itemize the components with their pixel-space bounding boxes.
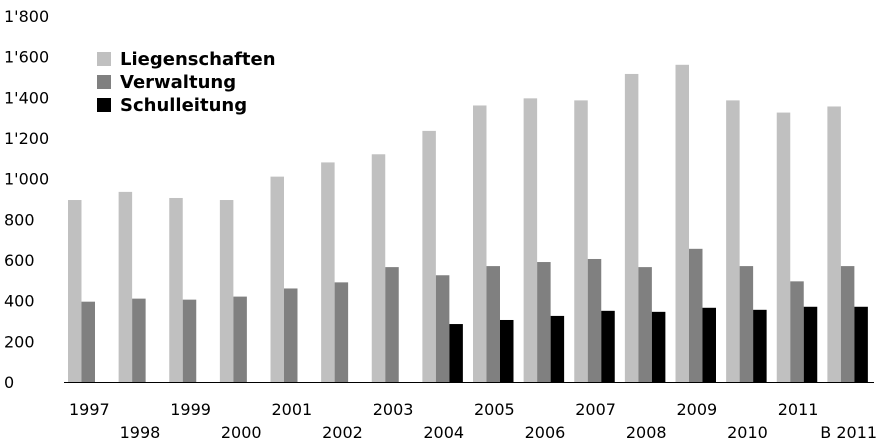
legend-swatch-schulleitung: [97, 98, 111, 112]
x-tick-label: 2007: [575, 400, 616, 419]
bar-verwaltung-2003: [385, 267, 399, 382]
bar-schulleitung-2006: [550, 315, 565, 382]
bar-verwaltung-2005: [486, 266, 500, 382]
bar-liegenschaften-2003: [371, 154, 386, 382]
bar-verwaltung-B-2011: [840, 266, 855, 382]
x-tick-label: 2003: [373, 400, 414, 419]
bar-verwaltung-1997: [81, 301, 95, 382]
bar-verwaltung-2011: [790, 281, 804, 382]
bar-verwaltung-1999: [182, 299, 197, 382]
y-tick-label: 200: [4, 332, 35, 351]
x-tick-label: 1999: [170, 400, 211, 419]
bar-verwaltung-2009: [689, 248, 703, 382]
bar-verwaltung-2006: [537, 262, 551, 382]
legend-label-liegenschaften: Liegenschaften: [120, 49, 276, 70]
bar-liegenschaften-2010: [726, 100, 740, 382]
bar-liegenschaften-1998: [118, 191, 133, 382]
y-tick-label: 0: [4, 373, 14, 392]
bar-verwaltung-2004: [435, 275, 450, 382]
bar-liegenschaften-2011: [776, 112, 791, 382]
y-tick-label: 1'400: [4, 88, 49, 107]
legend-swatch-liegenschaften: [97, 52, 111, 66]
bar-schulleitung-2010: [753, 309, 767, 382]
x-tick-label: 2002: [322, 423, 363, 442]
y-tick-label: 1'600: [4, 48, 49, 67]
bar-verwaltung-2002: [334, 282, 349, 382]
y-tick-label: 1'000: [4, 170, 49, 189]
x-axis-ticks: 1997 1998 1999 2000 2001 2002 2003 2004 2005 2006…: [69, 400, 877, 442]
bar-liegenschaften-2002: [321, 162, 335, 382]
x-tick-label: 2001: [271, 400, 312, 419]
bar-schulleitung-2011: [803, 306, 818, 382]
x-tick-label: 2008: [626, 423, 667, 442]
bar-schulleitung-2005: [500, 319, 514, 382]
bar-verwaltung-2001: [284, 288, 298, 382]
x-tick-label: 2004: [423, 423, 464, 442]
x-tick-label: 1997: [69, 400, 110, 419]
x-tick-label: 1998: [120, 423, 161, 442]
y-tick-label: 400: [4, 292, 35, 311]
x-tick-label: 2009: [676, 400, 717, 419]
bar-liegenschaften-2005: [473, 105, 487, 382]
bar-schulleitung-B-2011: [854, 306, 868, 382]
x-tick-label: 2011: [778, 400, 819, 419]
x-tick-label: 2005: [474, 400, 515, 419]
bar-liegenschaften-2007: [574, 100, 588, 382]
bars: [68, 64, 868, 383]
legend-label-verwaltung: Verwaltung: [120, 72, 236, 93]
y-tick-label: 600: [4, 251, 35, 270]
y-axis-ticks: 0 200 400 600 800 1'000 1'200 1'400 1'600 1'800: [4, 7, 49, 392]
bar-schulleitung-2004: [449, 324, 463, 382]
bar-schulleitung-2009: [702, 307, 716, 382]
y-tick-label: 800: [4, 210, 35, 229]
x-tick-label: 2010: [727, 423, 768, 442]
y-tick-label: 1'800: [4, 7, 49, 26]
x-tick-label: B 2011: [820, 423, 877, 442]
legend-swatch-verwaltung: [97, 75, 111, 89]
x-tick-label: 2006: [525, 423, 566, 442]
bar-verwaltung-2008: [638, 267, 652, 382]
bar-liegenschaften-2009: [675, 64, 689, 383]
bar-schulleitung-2008: [651, 311, 666, 382]
legend-label-schulleitung: Schulleitung: [120, 95, 247, 116]
bar-verwaltung-2010: [739, 266, 754, 382]
y-tick-label: 1'200: [4, 129, 49, 148]
bar-schulleitung-2007: [601, 310, 615, 382]
bar-verwaltung-2007: [587, 258, 602, 382]
bar-liegenschaften-2004: [422, 130, 436, 382]
bar-verwaltung-1998: [132, 298, 146, 382]
bar-liegenschaften-1999: [169, 197, 183, 382]
bar-liegenschaften-2008: [624, 73, 639, 382]
bar-liegenschaften-2001: [270, 176, 284, 382]
bar-liegenschaften-B-2011: [827, 106, 841, 382]
x-tick-label: 2000: [221, 423, 262, 442]
bar-liegenschaften-2000: [219, 200, 234, 382]
bar-liegenschaften-2006: [523, 98, 538, 382]
bar-verwaltung-2000: [233, 296, 247, 382]
bar-liegenschaften-1997: [68, 200, 82, 382]
